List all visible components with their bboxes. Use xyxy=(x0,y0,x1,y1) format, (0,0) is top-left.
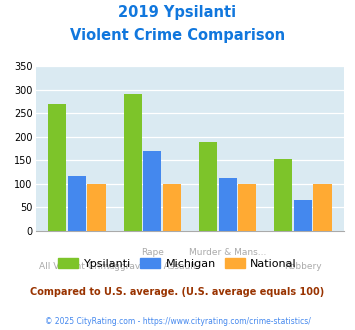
Bar xyxy=(163,184,181,231)
Text: Robbery: Robbery xyxy=(284,262,322,271)
Bar xyxy=(48,104,66,231)
Text: Compared to U.S. average. (U.S. average equals 100): Compared to U.S. average. (U.S. average … xyxy=(31,287,324,297)
Bar xyxy=(124,94,142,231)
Legend: Ypsilanti, Michigan, National: Ypsilanti, Michigan, National xyxy=(54,253,301,273)
Text: All Violent Crime: All Violent Crime xyxy=(39,262,115,271)
Bar xyxy=(313,184,332,231)
Bar xyxy=(68,176,86,231)
Bar xyxy=(199,142,217,231)
Text: Rape: Rape xyxy=(141,248,164,257)
Text: 2019 Ypsilanti: 2019 Ypsilanti xyxy=(119,5,236,20)
Bar xyxy=(294,200,312,231)
Bar xyxy=(274,159,293,231)
Bar xyxy=(143,151,161,231)
Bar xyxy=(87,184,105,231)
Bar xyxy=(238,184,256,231)
Text: Aggravated Assault: Aggravated Assault xyxy=(108,262,197,271)
Text: Murder & Mans...: Murder & Mans... xyxy=(189,248,266,257)
Text: Violent Crime Comparison: Violent Crime Comparison xyxy=(70,28,285,43)
Text: © 2025 CityRating.com - https://www.cityrating.com/crime-statistics/: © 2025 CityRating.com - https://www.city… xyxy=(45,317,310,326)
Bar xyxy=(219,178,237,231)
